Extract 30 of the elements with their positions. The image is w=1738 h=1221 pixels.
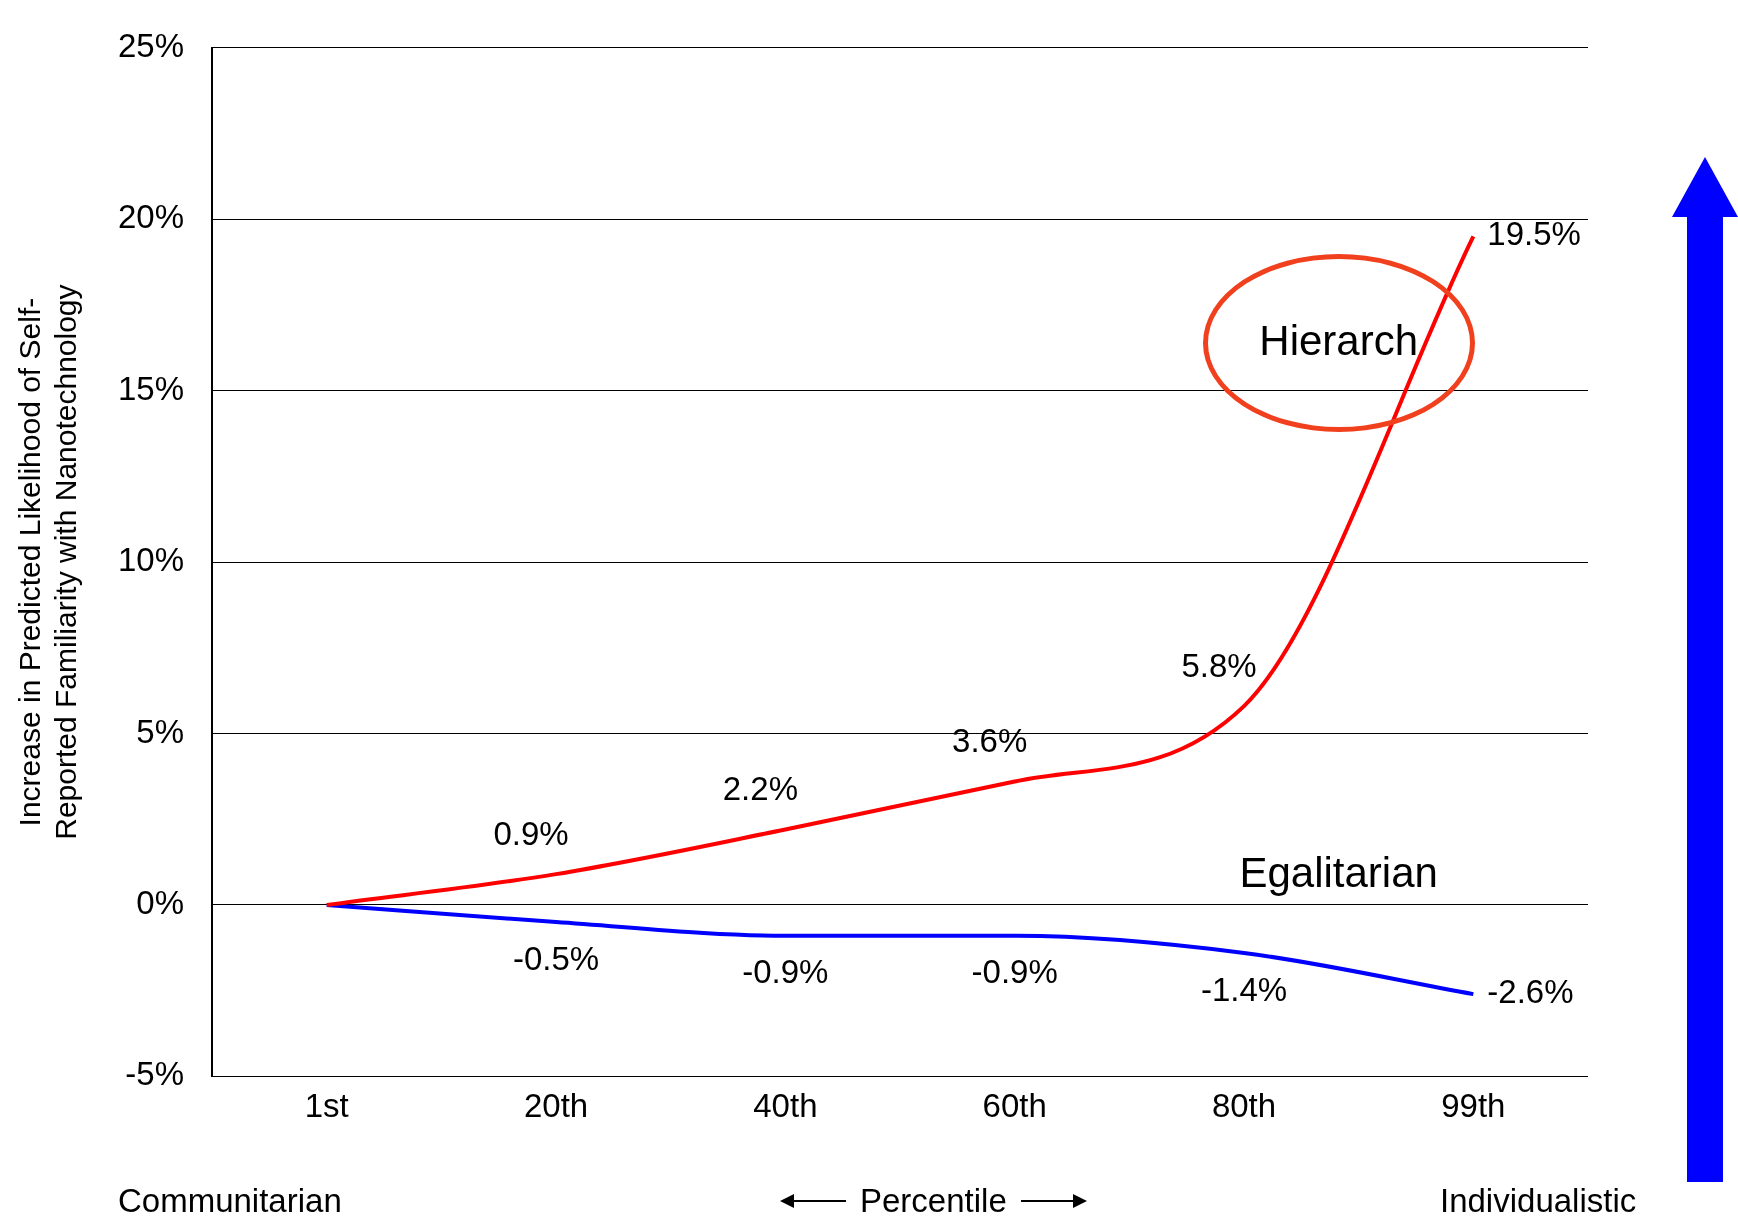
data-label: -1.4%: [1200, 970, 1288, 1008]
data-label: 19.5%: [1487, 215, 1581, 253]
x-tick-label: 80th: [1211, 1087, 1277, 1125]
data-label: -0.5%: [512, 939, 600, 977]
line-series: [324, 234, 1476, 907]
text: Communitarian: [118, 1182, 342, 1220]
data-label: 0.9%: [493, 814, 569, 852]
x-tick-label: 1st: [304, 1087, 349, 1125]
y-tick-label: -5%: [125, 1055, 185, 1093]
text: Individualistic: [1440, 1182, 1637, 1220]
y-tick-label: 25%: [117, 26, 185, 64]
data-label: 2.2%: [722, 770, 798, 808]
y-tick-label: 10%: [117, 541, 185, 579]
data-label: -0.9%: [742, 953, 829, 991]
data-label: -2.6%: [1487, 973, 1574, 1011]
series-label: Egalitarian: [1239, 848, 1438, 896]
y-axis-title: Increase in Predicted Likelihood of Self-Reported Familiarity with Nanotechnology: [13, 284, 83, 840]
x-tick-label: 99th: [1441, 1087, 1506, 1125]
y-tick-label: 5%: [136, 712, 185, 750]
y-tick-label: 0%: [136, 884, 185, 922]
data-label: -0.9%: [971, 953, 1058, 991]
x-tick-label: 20th: [523, 1087, 589, 1125]
x-tick-label: 40th: [753, 1087, 818, 1125]
x-axis-title: Percentile: [860, 1182, 1007, 1220]
series-label: Hierarch: [1259, 316, 1419, 364]
data-label: 3.6%: [952, 722, 1028, 760]
x-tick-label: 60th: [982, 1087, 1047, 1125]
y-tick-label: 15%: [117, 369, 185, 407]
y-tick-label: 20%: [117, 198, 185, 236]
data-label: 5.8%: [1181, 646, 1257, 684]
